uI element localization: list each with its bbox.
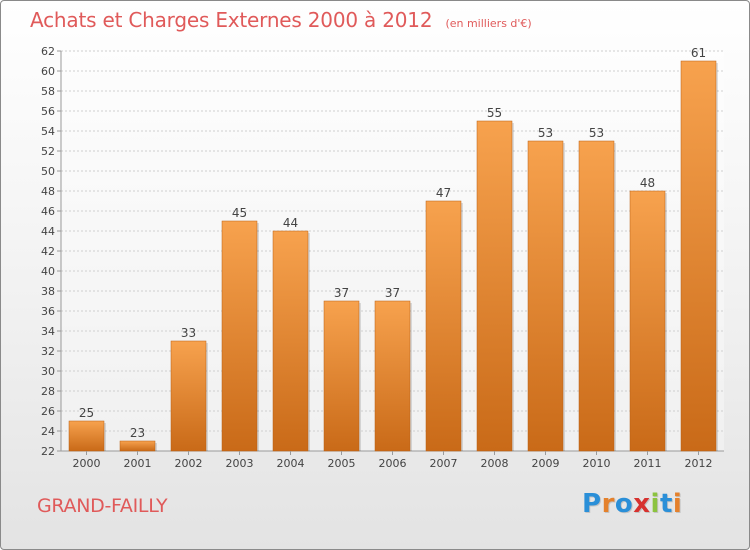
- y-tick-label: 58: [41, 85, 55, 98]
- y-tick-label: 52: [41, 145, 55, 158]
- x-tick-label: 2010: [583, 457, 611, 470]
- y-tick-label: 62: [41, 45, 55, 58]
- bar-2004: [272, 230, 309, 452]
- bar-value-label: 48: [640, 176, 655, 190]
- x-tick-label: 2012: [685, 457, 713, 470]
- logo-letter: P: [582, 489, 602, 519]
- bar-value-label: 23: [130, 426, 145, 440]
- x-tick-label: 2006: [379, 457, 407, 470]
- x-tick-label: 2011: [634, 457, 662, 470]
- logo-letter: x: [633, 489, 651, 519]
- y-tick-label: 24: [41, 425, 55, 438]
- y-tick-label: 40: [41, 265, 55, 278]
- x-tick-label: 2001: [124, 457, 152, 470]
- bar-2007: [425, 200, 462, 452]
- y-tick-label: 54: [41, 125, 55, 138]
- bar-2012: [680, 60, 717, 452]
- x-tick-label: 2005: [328, 457, 356, 470]
- y-tick-label: 38: [41, 285, 55, 298]
- bar-2008: [476, 120, 513, 452]
- bar-value-label: 61: [691, 46, 706, 60]
- y-tick-label: 26: [41, 405, 55, 418]
- y-tick-label: 32: [41, 345, 55, 358]
- x-tick-label: 2008: [481, 457, 509, 470]
- chart-subtitle: (en milliers d'€): [445, 17, 532, 30]
- x-tick-label: 2002: [175, 457, 203, 470]
- y-tick-label: 36: [41, 305, 55, 318]
- logo-letter: i: [650, 489, 660, 519]
- bar-2003: [221, 220, 258, 452]
- bar-2002: [170, 340, 207, 452]
- proxiti-logo: Proxiti: [582, 489, 682, 519]
- x-tick-label: 2004: [277, 457, 305, 470]
- y-tick-label: 42: [41, 245, 55, 258]
- bar-2000: [68, 420, 105, 452]
- bar-value-label: 55: [487, 106, 502, 120]
- y-tick-label: 22: [41, 445, 55, 458]
- bar-value-label: 47: [436, 186, 451, 200]
- bar-2011: [629, 190, 666, 452]
- logo-letter: i: [672, 489, 683, 519]
- x-tick-label: 2007: [430, 457, 458, 470]
- y-tick-label: 30: [41, 365, 55, 378]
- bar-value-label: 53: [589, 126, 604, 140]
- x-tick-label: 2000: [73, 457, 101, 470]
- y-tick-label: 28: [41, 385, 55, 398]
- x-tick-label: 2003: [226, 457, 254, 470]
- bar-value-label: 33: [181, 326, 196, 340]
- bar-2009: [527, 140, 564, 452]
- bar-2005: [323, 300, 360, 452]
- y-tick-label: 60: [41, 65, 55, 78]
- y-tick-label: 44: [41, 225, 55, 238]
- bar-value-label: 53: [538, 126, 553, 140]
- bar-value-label: 25: [79, 406, 94, 420]
- y-tick-label: 46: [41, 205, 55, 218]
- commune-name: GRAND-FAILLY: [37, 495, 168, 517]
- bar-2006: [374, 300, 411, 452]
- chart-title: Achats et Charges Externes 2000 à 2012: [30, 8, 433, 32]
- y-tick-label: 56: [41, 105, 55, 118]
- y-tick-label: 50: [41, 165, 55, 178]
- y-tick-label: 34: [41, 325, 55, 338]
- logo-letter: r: [601, 489, 615, 519]
- chart-title-row: Achats et Charges Externes 2000 à 2012 (…: [30, 8, 532, 32]
- logo-letter: t: [659, 489, 673, 519]
- y-tick-label: 48: [41, 185, 55, 198]
- bar-value-label: 45: [232, 206, 247, 220]
- logo-letter: o: [614, 489, 634, 519]
- bar-2010: [578, 140, 615, 452]
- bar-value-label: 37: [334, 286, 349, 300]
- bar-value-label: 37: [385, 286, 400, 300]
- x-tick-label: 2009: [532, 457, 560, 470]
- bar-value-label: 44: [283, 216, 298, 230]
- bar-2001: [119, 440, 156, 452]
